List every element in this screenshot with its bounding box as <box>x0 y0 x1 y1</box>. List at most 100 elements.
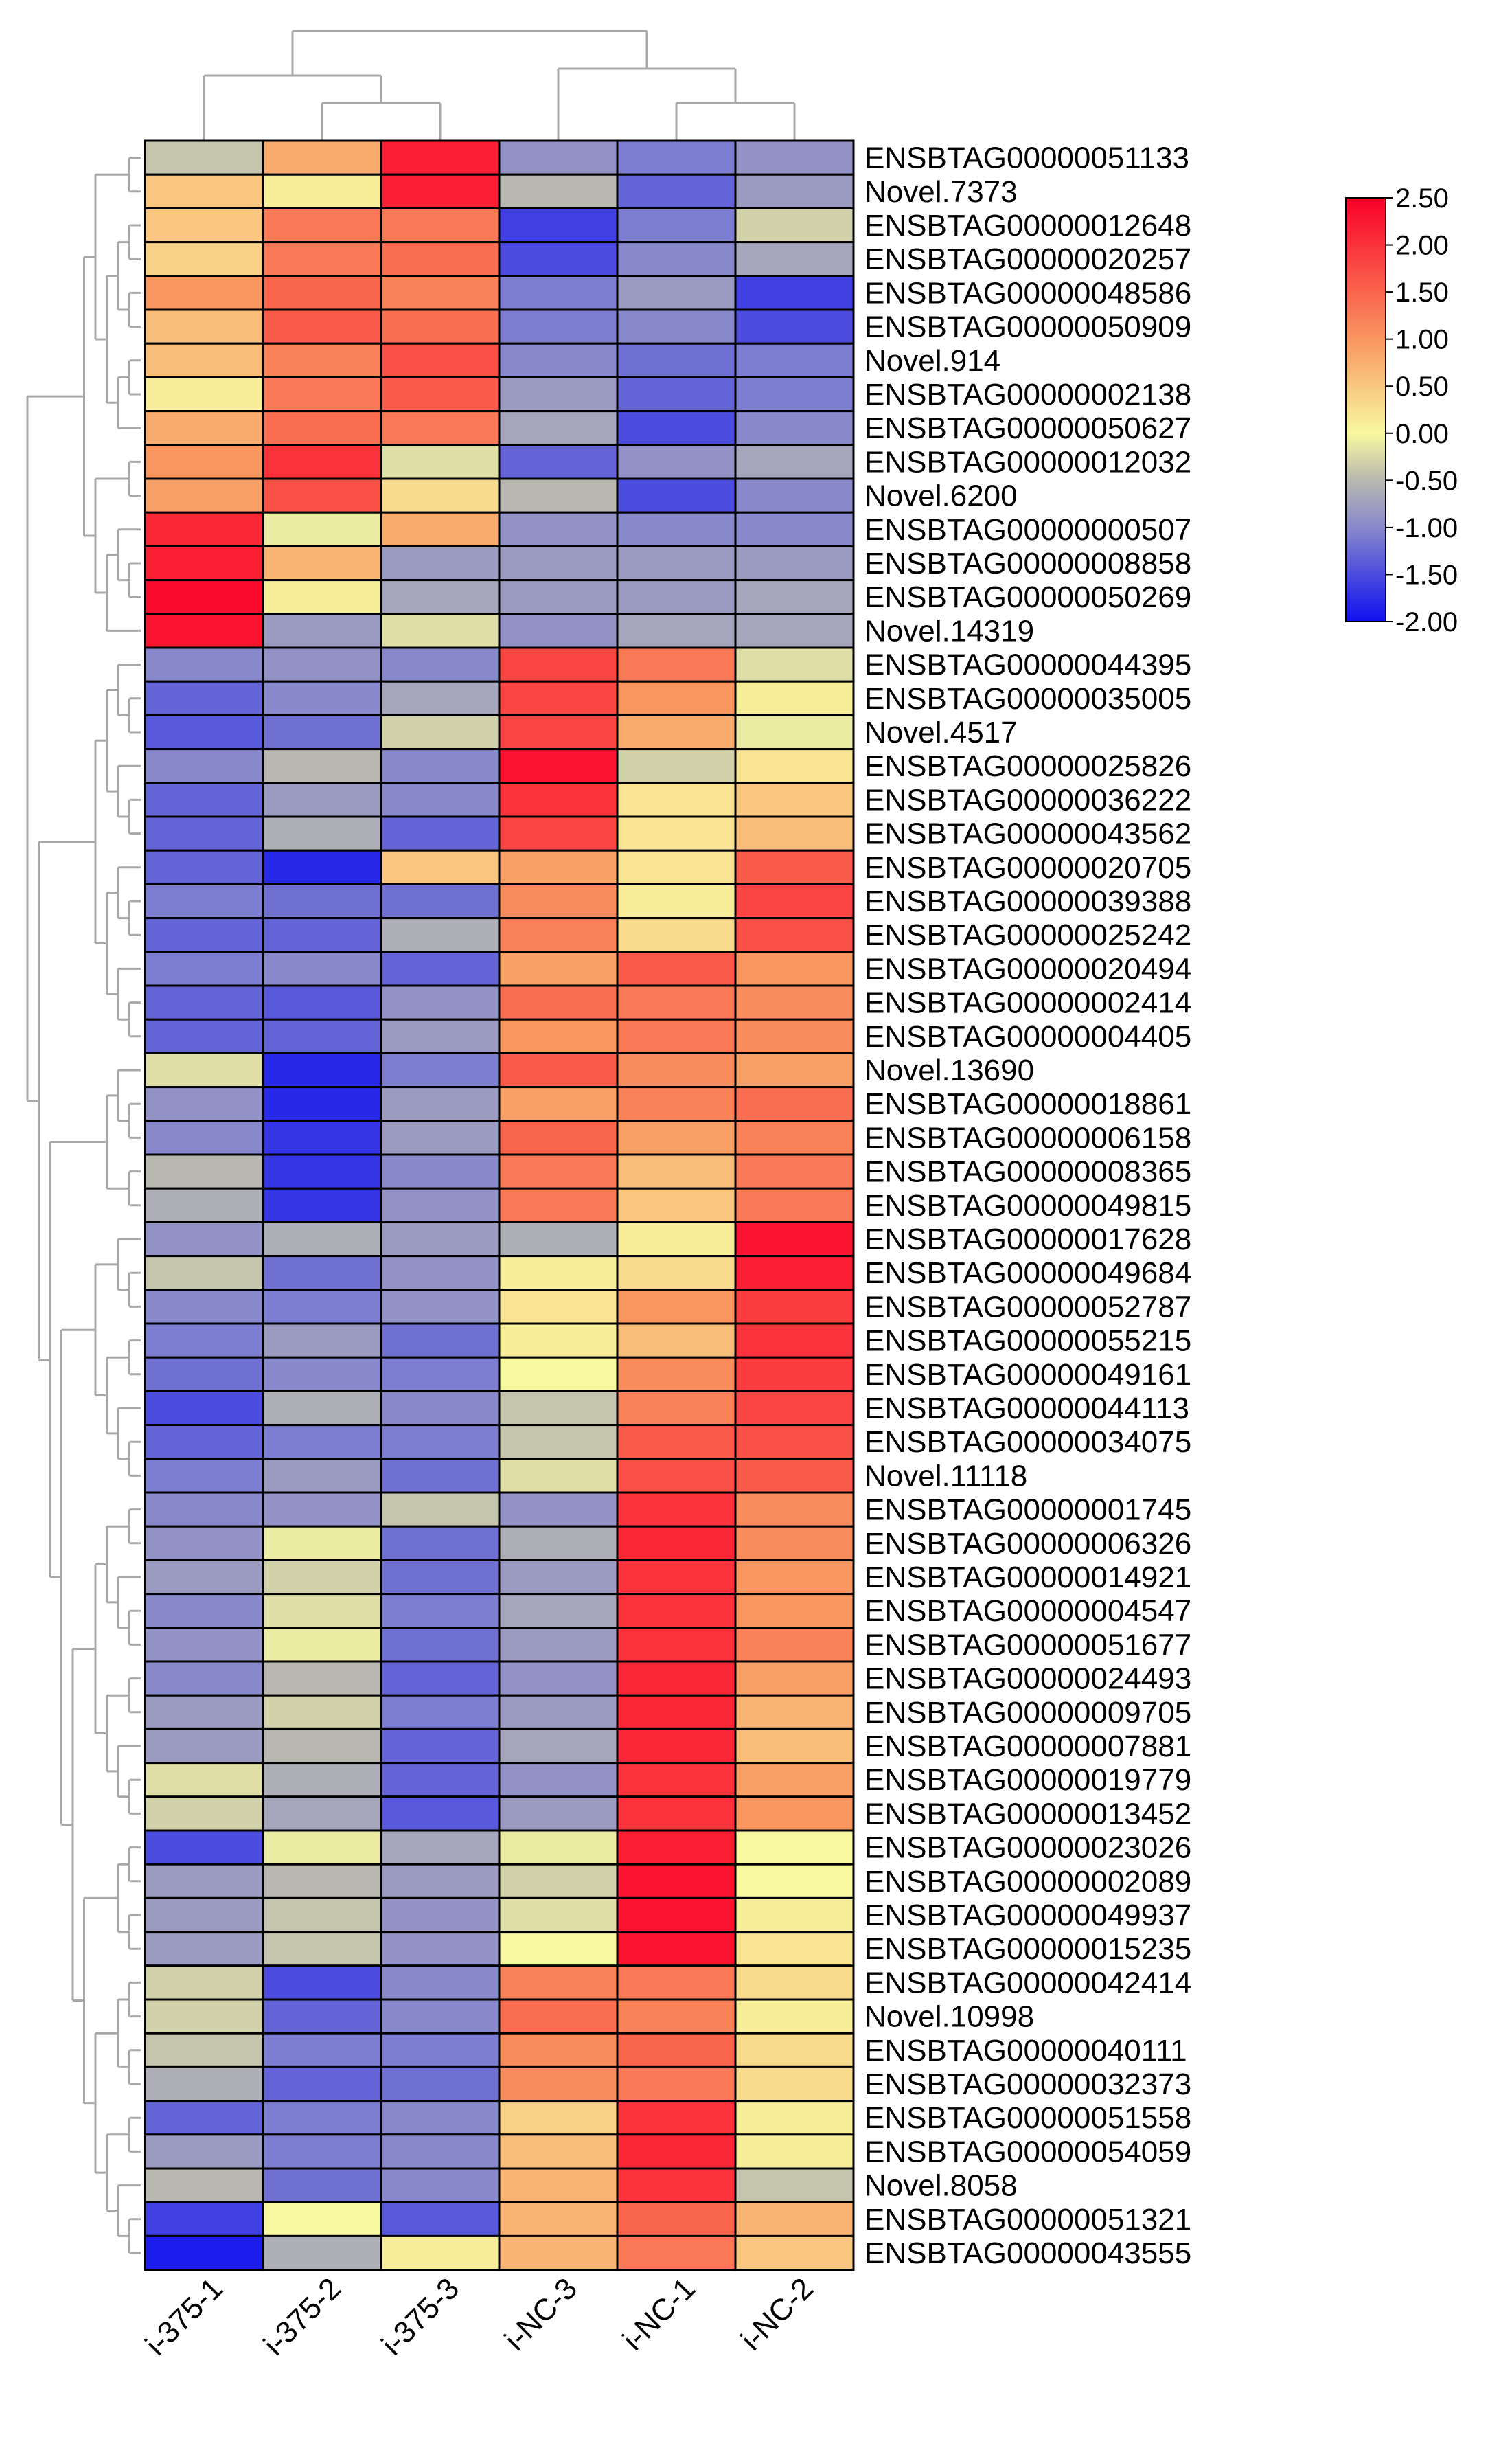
row-label: ENSBTAG00000050269 <box>864 580 1191 614</box>
heatmap-cell <box>498 2133 619 2170</box>
heatmap-cell <box>734 1525 855 1561</box>
heatmap-cell <box>734 1458 855 1494</box>
heatmap-cell <box>616 579 737 615</box>
heatmap-cell <box>616 1390 737 1427</box>
heatmap-cell <box>734 1424 855 1460</box>
heatmap-cell <box>262 1964 382 2001</box>
heatmap-cell <box>144 1018 264 1054</box>
row-label: ENSBTAG00000043555 <box>864 2236 1191 2270</box>
heatmap-cell <box>498 1458 619 1494</box>
row-label: Novel.914 <box>864 344 1000 378</box>
heatmap-cell <box>262 714 382 751</box>
row-label: ENSBTAG00000036222 <box>864 783 1191 817</box>
heatmap-cell <box>616 2234 737 2271</box>
row-label: ENSBTAG00000048586 <box>864 276 1191 310</box>
heatmap-cell <box>498 308 619 345</box>
heatmap-cell <box>734 1593 855 1629</box>
heatmap-cell <box>380 139 501 176</box>
row-label: ENSBTAG00000044395 <box>864 648 1191 682</box>
heatmap-cell <box>498 1491 619 1528</box>
heatmap-cell <box>498 1322 619 1359</box>
heatmap-cell <box>144 1052 264 1089</box>
heatmap-cell <box>380 241 501 277</box>
heatmap-cell <box>144 1187 264 1223</box>
heatmap-cell <box>498 376 619 413</box>
heatmap-cell <box>380 1221 501 1258</box>
heatmap-cell <box>734 2201 855 2237</box>
heatmap-cell <box>734 951 855 987</box>
heatmap-cell <box>144 545 264 582</box>
heatmap-cell <box>498 1525 619 1561</box>
row-label: ENSBTAG00000020257 <box>864 242 1191 276</box>
legend-tick-label: 1.00 <box>1395 325 1449 355</box>
heatmap-cell <box>616 1660 737 1697</box>
row-label: ENSBTAG00000004405 <box>864 1020 1191 1054</box>
heatmap-cell <box>262 1998 382 2035</box>
heatmap-cell <box>262 1896 382 1934</box>
heatmap-cell <box>380 714 501 751</box>
heatmap-cell <box>380 1086 501 1122</box>
heatmap-cell <box>498 511 619 547</box>
heatmap-cell <box>380 1829 501 1866</box>
heatmap-cell <box>262 917 382 953</box>
heatmap-cell <box>262 1187 382 1223</box>
heatmap-cell <box>144 1998 264 2035</box>
row-label: ENSBTAG00000051321 <box>864 2203 1191 2236</box>
heatmap-cell <box>616 1998 737 2035</box>
heatmap-cell <box>380 477 501 514</box>
heatmap-cell <box>262 1795 382 1832</box>
heatmap-cell <box>616 1187 737 1223</box>
heatmap-cell <box>262 1593 382 1629</box>
heatmap-cell <box>734 1018 855 1054</box>
heatmap-cell <box>262 1525 382 1561</box>
heatmap-cell <box>498 1120 619 1156</box>
heatmap-cell <box>498 1964 619 2001</box>
heatmap-cell <box>380 1795 501 1832</box>
heatmap-cell <box>144 1424 264 1460</box>
heatmap-cell <box>734 173 855 209</box>
heatmap-cell <box>498 1559 619 1596</box>
heatmap-cell <box>144 1762 264 1798</box>
heatmap-cell <box>616 1863 737 1899</box>
heatmap-cell <box>380 1525 501 1561</box>
row-label: Novel.14319 <box>864 614 1034 648</box>
row-label: Novel.6200 <box>864 479 1018 513</box>
heatmap-cell <box>380 1018 501 1054</box>
heatmap-cell <box>616 410 737 446</box>
heatmap-cell <box>734 1863 855 1899</box>
heatmap-cell <box>262 2065 382 2103</box>
row-label: ENSBTAG00000001745 <box>864 1493 1191 1527</box>
heatmap-cell <box>380 1863 501 1899</box>
heatmap-cell <box>262 613 382 649</box>
heatmap-cell <box>144 2032 264 2068</box>
heatmap-cell <box>262 984 382 1021</box>
heatmap-cell <box>616 1727 737 1765</box>
heatmap-cell <box>616 984 737 1021</box>
heatmap-cell <box>262 1018 382 1054</box>
heatmap-cell <box>616 241 737 277</box>
heatmap-cell <box>380 342 501 378</box>
row-dendrogram <box>26 157 141 2254</box>
row-label: ENSBTAG00000018861 <box>864 1087 1191 1121</box>
heatmap-cell <box>498 1052 619 1089</box>
heatmap-cell <box>734 308 855 345</box>
heatmap-cell <box>616 308 737 345</box>
heatmap-cell <box>498 241 619 277</box>
heatmap-cell <box>144 815 264 852</box>
heatmap-cell <box>144 2234 264 2271</box>
heatmap-cell <box>144 376 264 413</box>
row-label: ENSBTAG00000049815 <box>864 1189 1191 1223</box>
heatmap-cell <box>262 1559 382 1596</box>
heatmap-cell <box>144 207 264 244</box>
heatmap-cell <box>144 849 264 885</box>
color-legend: 2.50 2.00 1.50 1.00 0.50 0.00 -0.50 -1.00 -1.50 -… <box>1345 183 1458 637</box>
row-label: ENSBTAG00000025826 <box>864 749 1191 783</box>
heatmap-cell <box>144 241 264 277</box>
heatmap-cell <box>498 815 619 852</box>
heatmap-cell <box>144 275 264 311</box>
heatmap-cell <box>144 1559 264 1596</box>
heatmap-cell <box>616 173 737 209</box>
row-label: ENSBTAG00000039388 <box>864 885 1191 918</box>
heatmap-cell <box>734 1762 855 1798</box>
heatmap-cell <box>616 2133 737 2170</box>
